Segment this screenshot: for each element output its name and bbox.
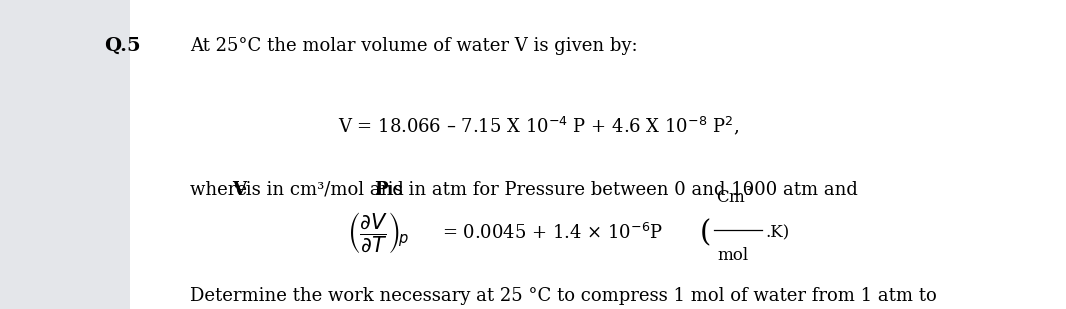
Text: where: where xyxy=(190,181,253,199)
Text: mol: mol xyxy=(717,247,748,264)
Text: At 25°C the molar volume of water V is given by:: At 25°C the molar volume of water V is g… xyxy=(190,37,637,55)
Text: is in atm for Pressure between 0 and 1000 atm and: is in atm for Pressure between 0 and 100… xyxy=(383,181,858,199)
Text: is in cm³/mol and: is in cm³/mol and xyxy=(240,181,409,199)
Text: V: V xyxy=(232,181,246,199)
Text: Q.5: Q.5 xyxy=(104,37,141,55)
Text: Determine the work necessary at 25 °C to compress 1 mol of water from 1 atm to: Determine the work necessary at 25 °C to… xyxy=(190,287,937,305)
Text: .K): .K) xyxy=(765,225,790,242)
Text: (: ( xyxy=(699,219,711,247)
Text: Cm$^3$: Cm$^3$ xyxy=(716,187,754,207)
Bar xyxy=(0,0,130,309)
Text: V = 18.066 – 7.15 X 10$^{-4}$ P + 4.6 X 10$^{-8}$ P$^{2}$,: V = 18.066 – 7.15 X 10$^{-4}$ P + 4.6 X … xyxy=(338,114,739,137)
Text: P: P xyxy=(374,181,388,199)
Text: = 0.0045 + 1.4 × 10$^{-6}$P: = 0.0045 + 1.4 × 10$^{-6}$P xyxy=(442,223,663,243)
Text: $\left(\dfrac{\partial V}{\partial T}\right)_{\!p}$: $\left(\dfrac{\partial V}{\partial T}\ri… xyxy=(348,211,409,256)
